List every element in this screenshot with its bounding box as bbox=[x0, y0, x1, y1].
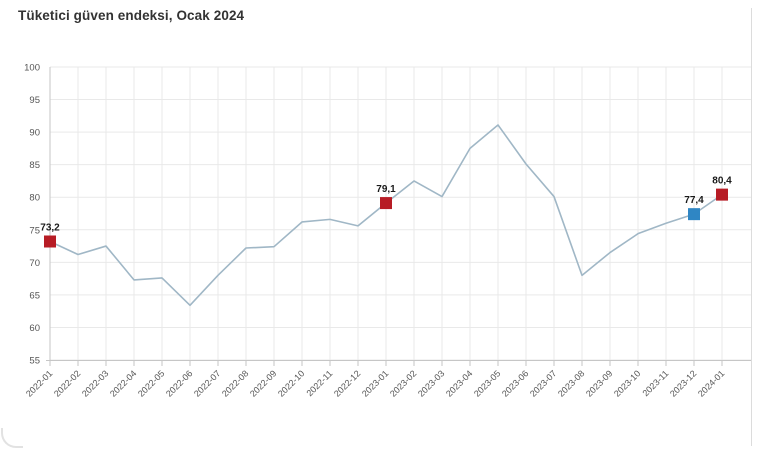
y-tick-label: 95 bbox=[29, 95, 40, 106]
x-tick-label: 2024-01 bbox=[696, 368, 726, 398]
y-tick-label: 85 bbox=[29, 160, 40, 171]
y-tick-label: 100 bbox=[24, 63, 40, 74]
x-tick-label: 2023-02 bbox=[388, 368, 418, 398]
y-tick-label: 90 bbox=[29, 128, 40, 139]
data-point-marker bbox=[688, 208, 700, 221]
x-tick-label: 2022-05 bbox=[136, 368, 166, 398]
x-tick-label: 2022-10 bbox=[276, 368, 306, 398]
x-axis: 2022-012022-022022-032022-042022-052022-… bbox=[24, 360, 751, 399]
data-point-marker bbox=[716, 188, 728, 201]
data-point-markers bbox=[44, 188, 728, 248]
data-point-marker bbox=[44, 235, 56, 248]
y-tick-label: 75 bbox=[29, 225, 40, 236]
y-tick-label: 60 bbox=[29, 323, 40, 334]
x-tick-label: 2022-08 bbox=[220, 368, 250, 398]
x-tick-label: 2022-12 bbox=[332, 368, 362, 398]
x-tick-label: 2022-06 bbox=[164, 368, 194, 398]
x-tick-label: 2022-11 bbox=[304, 368, 334, 398]
x-tick-label: 2023-07 bbox=[528, 368, 558, 398]
x-tick-label: 2022-04 bbox=[108, 368, 138, 398]
x-tick-label: 2023-10 bbox=[612, 368, 642, 398]
x-tick-label: 2023-09 bbox=[584, 368, 614, 398]
x-tick-label: 2023-06 bbox=[500, 368, 530, 398]
x-tick-label: 2022-03 bbox=[80, 368, 110, 398]
x-tick-label: 2023-05 bbox=[472, 368, 502, 398]
y-axis: 55 60 65 70 75 80 85 90 95 100 bbox=[24, 63, 51, 367]
x-tick-label: 2022-01 bbox=[24, 368, 54, 398]
x-tick-label: 2022-09 bbox=[248, 368, 278, 398]
x-tick-label: 2023-12 bbox=[668, 368, 698, 398]
page-right-border bbox=[751, 8, 752, 446]
chart-title: Tüketici güven endeksi, Ocak 2024 bbox=[18, 8, 245, 23]
y-tick-label: 80 bbox=[29, 193, 40, 204]
x-tick-label: 2023-08 bbox=[556, 368, 586, 398]
page-corner-decoration bbox=[1, 428, 23, 448]
x-tick-label: 2023-11 bbox=[640, 368, 670, 398]
x-tick-label: 2022-02 bbox=[52, 368, 82, 398]
y-tick-label: 55 bbox=[29, 356, 40, 367]
x-tick-label: 2023-04 bbox=[444, 368, 474, 398]
y-tick-label: 65 bbox=[29, 290, 40, 301]
x-tick-label: 2023-01 bbox=[360, 368, 390, 398]
data-labels: 73,2 79,1 77,4 80,4 bbox=[40, 176, 732, 234]
gridlines bbox=[49, 66, 751, 361]
data-point-label: 79,1 bbox=[376, 184, 396, 195]
data-point-label: 73,2 bbox=[40, 222, 60, 233]
x-tick-label: 2023-03 bbox=[416, 368, 446, 398]
data-point-label: 77,4 bbox=[684, 195, 704, 206]
x-tick-label: 2022-07 bbox=[192, 368, 222, 398]
data-point-label: 80,4 bbox=[712, 176, 732, 187]
y-tick-label: 70 bbox=[29, 258, 40, 269]
data-point-marker bbox=[380, 197, 392, 210]
